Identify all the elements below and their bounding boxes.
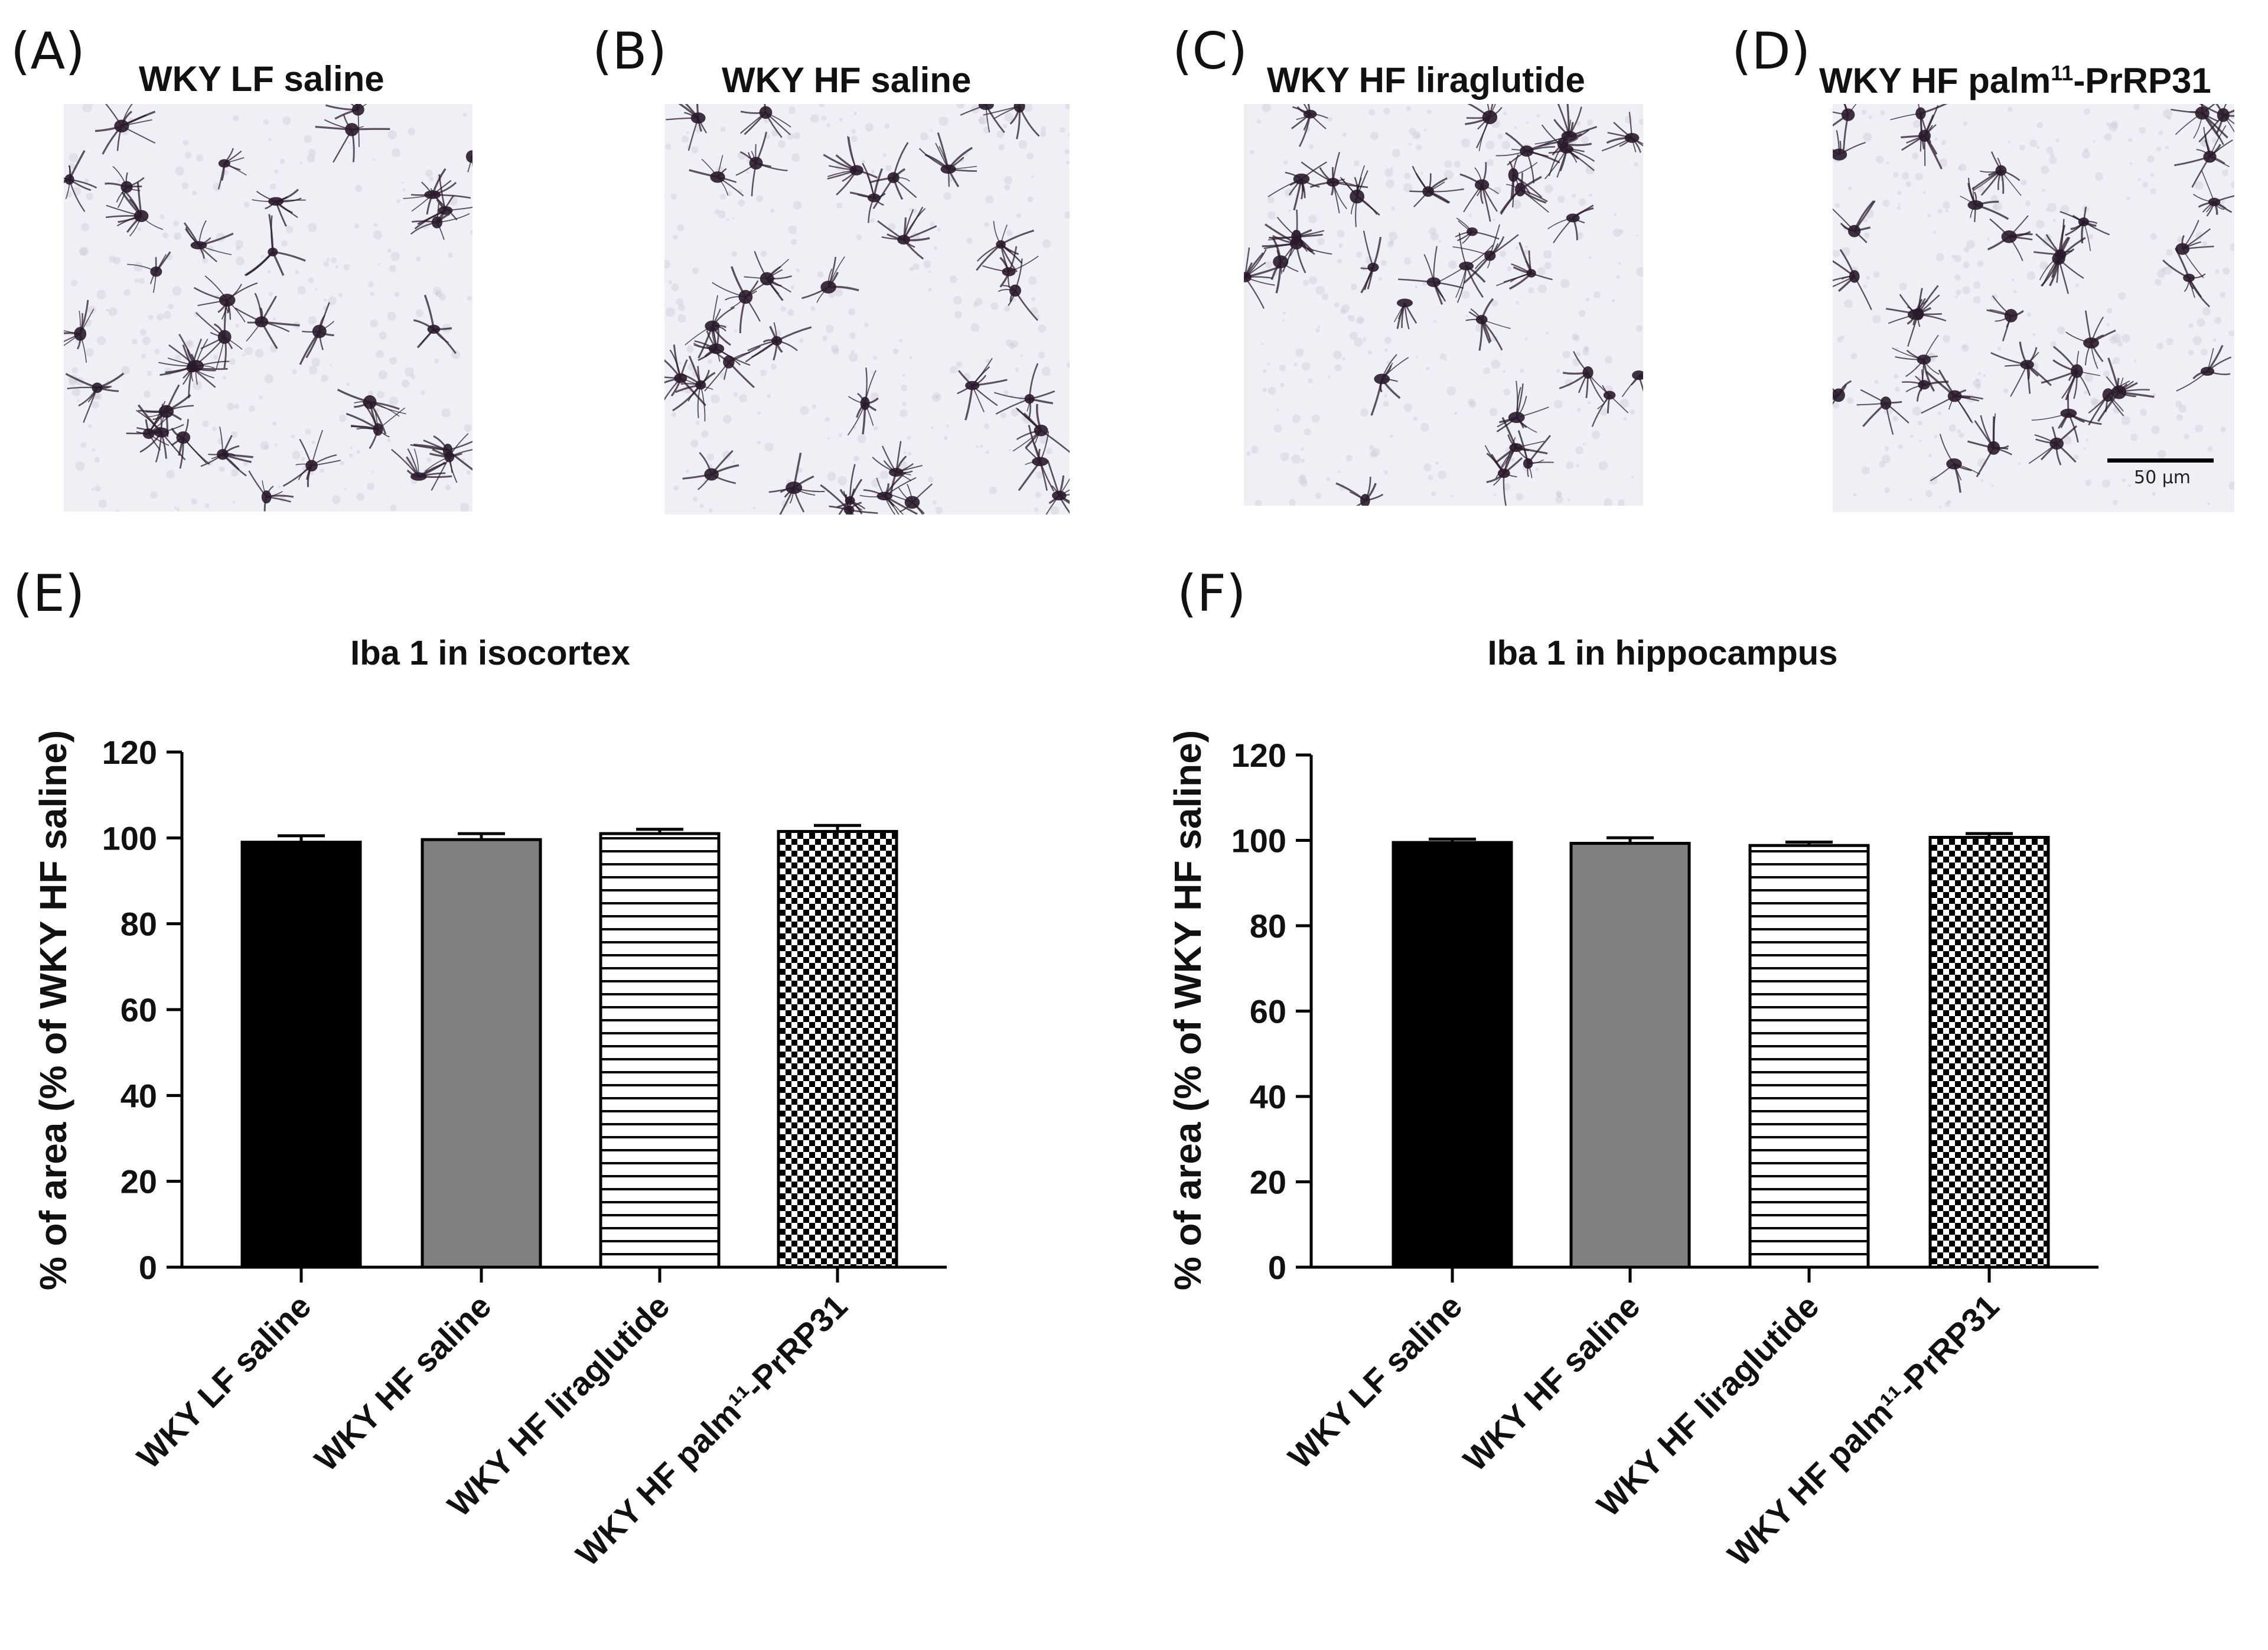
microglia-cells (64, 104, 472, 512)
x-category-label-4: WKY HF palm¹¹-PrRP31 (1720, 1287, 2006, 1573)
chart-title: Iba 1 in isocortex (350, 634, 630, 672)
panel-title-d-main: WKY HF palm (1819, 61, 2051, 100)
microglia-cells (1833, 104, 2234, 509)
panel-letter-c: (C) (1172, 22, 1248, 81)
x-category-label-2: WKY HF saline (1456, 1287, 1647, 1478)
scale-bar (2107, 458, 2214, 463)
y-tick-label: 80 (120, 906, 157, 943)
chart-iso: Iba 1 in isocortex % of area (% of WKY HF… (32, 634, 947, 1573)
bar-3 (599, 832, 721, 1269)
x-category-label-3: WKY HF liraglutide (1589, 1287, 1826, 1524)
panel-title-a: WKY LF saline (139, 59, 384, 99)
y-tick-label: 80 (1250, 907, 1286, 945)
bar-2 (1569, 842, 1691, 1269)
x-category-label-3: WKY HF liraglutide (440, 1287, 676, 1524)
panel-letter-a: (A) (11, 22, 85, 81)
y-tick-label: 100 (102, 819, 157, 857)
y-tick-label: 20 (1250, 1164, 1286, 1201)
x-category-label-4: WKY HF palm¹¹-PrRP31 (569, 1287, 855, 1573)
panel-title-d-sup: 11 (2051, 61, 2074, 85)
panel-letter-e: (E) (13, 564, 85, 623)
x-category-label-1: WKY LF saline (1281, 1287, 1469, 1476)
micrograph-a (64, 104, 472, 512)
chart-hip: Iba 1 in hippocampus % of area (% of WKY … (1166, 634, 2098, 1573)
micrograph-c (1244, 104, 1643, 506)
micrograph-b (664, 104, 1070, 515)
bar-4 (777, 829, 898, 1269)
y-tick-label: 40 (120, 1077, 157, 1114)
y-tick-label: 60 (1250, 993, 1286, 1030)
microglia-cells (1244, 104, 1643, 506)
micrograph-d: 50 µm (1833, 104, 2234, 512)
bar-3 (1748, 844, 1870, 1269)
bar-2 (421, 838, 542, 1269)
panel-letter-d: (D) (1732, 22, 1811, 81)
panel-title-d: WKY HF palm11-PrRP31 (1819, 63, 2211, 99)
y-tick-label: 0 (1268, 1249, 1286, 1286)
panel-title-d-end: -PrRP31 (2073, 61, 2211, 100)
chart-title: Iba 1 in hippocampus (1488, 634, 1838, 672)
y-axis-label: % of area (% of WKY HF saline) (32, 730, 74, 1290)
y-tick-label: 40 (1250, 1078, 1286, 1115)
y-tick-label: 0 (139, 1249, 157, 1286)
panel-title-b: WKY HF saline (722, 60, 972, 100)
y-tick-label: 20 (120, 1163, 157, 1200)
bar-4 (1928, 835, 2050, 1269)
x-category-label-2: WKY HF saline (307, 1287, 498, 1478)
bar-1 (1392, 841, 1513, 1269)
panel-letter-f: (F) (1177, 564, 1246, 623)
microglia-cells (664, 104, 1070, 515)
bar-1 (240, 841, 362, 1269)
y-tick-label: 60 (120, 991, 157, 1029)
scale-bar-label: 50 µm (2134, 467, 2191, 488)
y-tick-label: 120 (1231, 737, 1286, 774)
y-tick-label: 120 (102, 734, 157, 771)
panel-title-c: WKY HF liraglutide (1267, 60, 1585, 100)
x-category-label-1: WKY LF saline (130, 1287, 318, 1476)
y-tick-label: 100 (1231, 822, 1286, 860)
y-axis-label: % of area (% of WKY HF saline) (1166, 730, 1209, 1290)
panel-letter-b: (B) (592, 22, 667, 81)
